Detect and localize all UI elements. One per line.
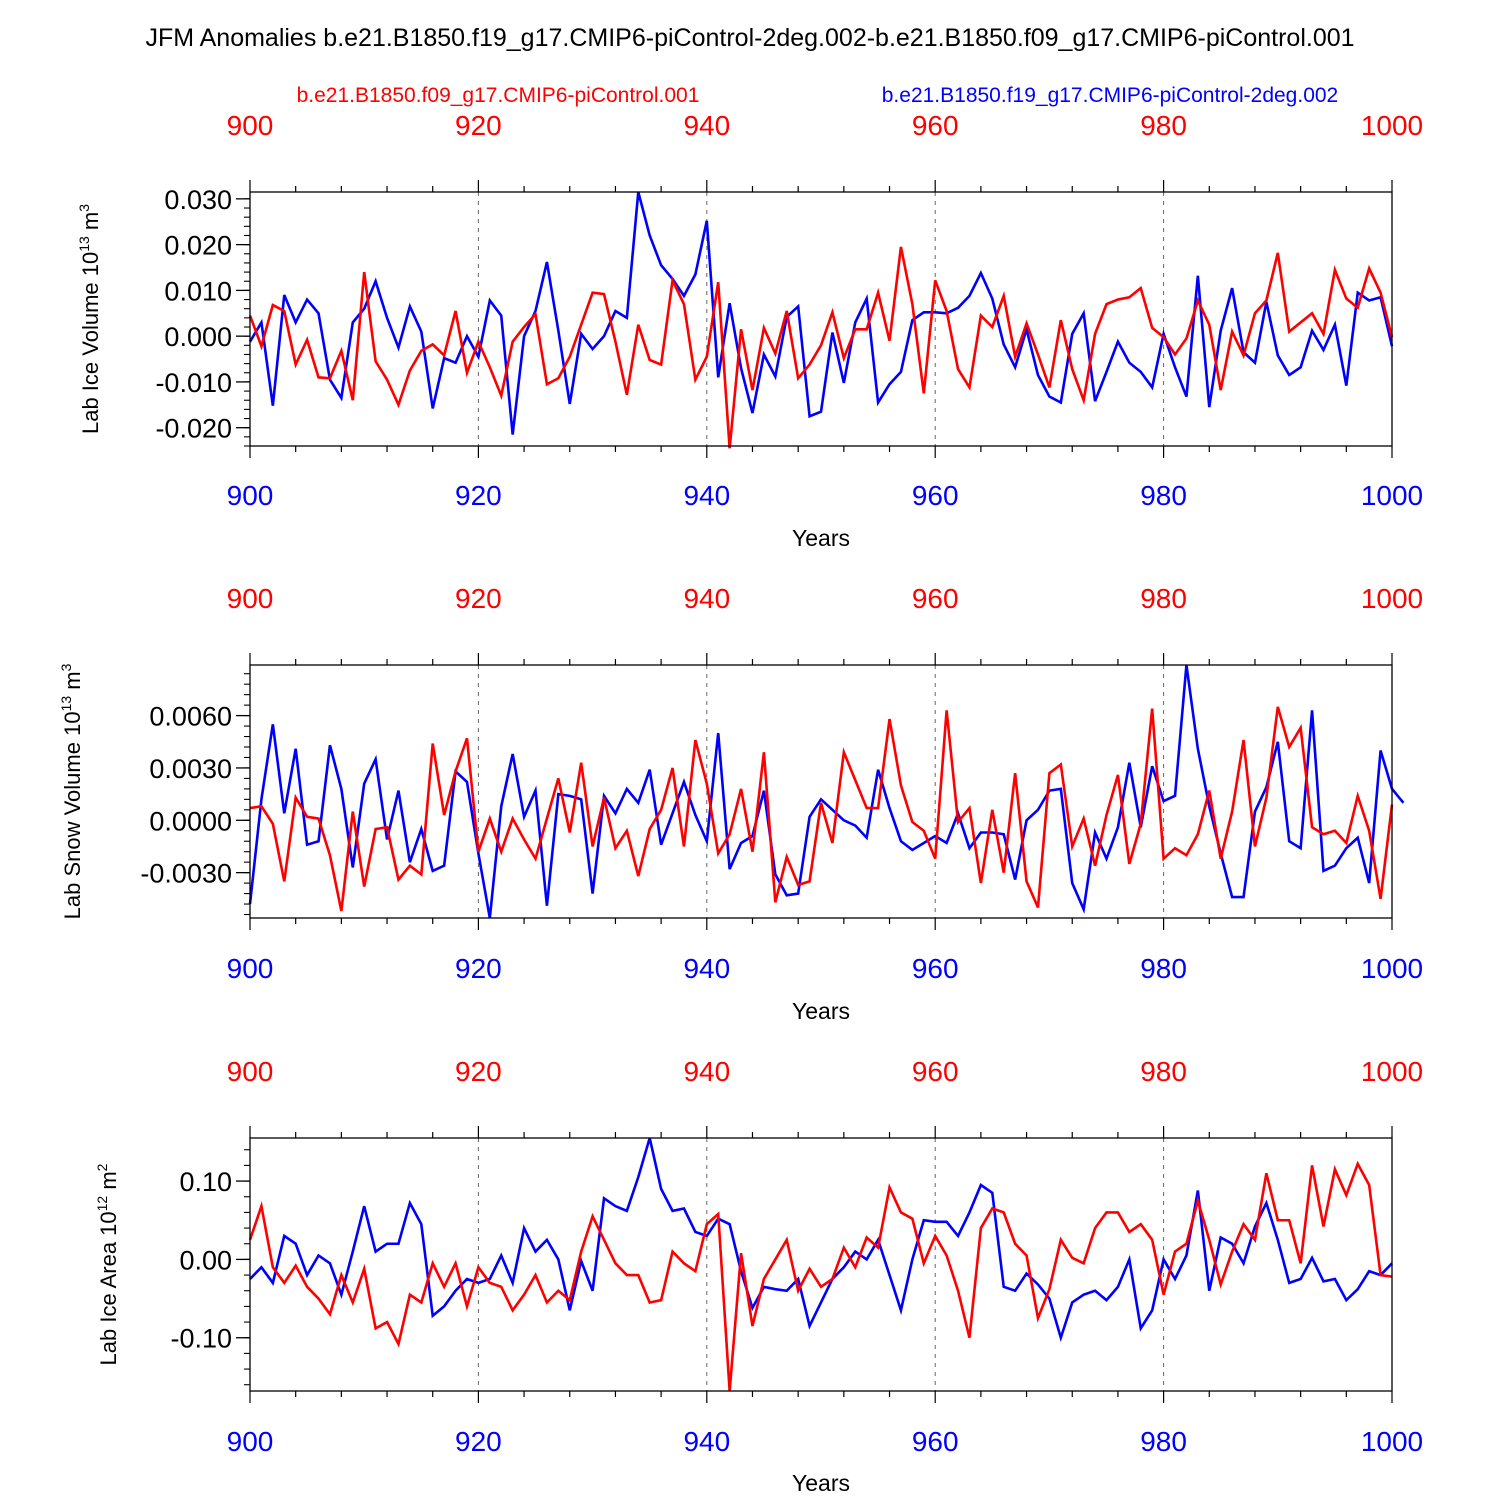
x-tick-label-top: 940 xyxy=(683,583,730,614)
y-axis-label-unit-exponent: 3 xyxy=(76,204,92,212)
plot-frame xyxy=(249,664,1393,919)
series-line-blue xyxy=(248,664,1405,919)
x-tick-label-bottom: 920 xyxy=(455,953,502,984)
y-axis-label: Lab Ice Area 1012 m2 xyxy=(94,1163,121,1365)
x-tick-label-bottom: 900 xyxy=(227,1426,274,1457)
panel-lab-ice-volume: 900 900 920 920 940 940 960 960 980 980 1000 1000 Ye… xyxy=(76,110,1423,551)
y-tick-label: 0.000 xyxy=(164,322,232,352)
y-axis-label: Lab Ice Volume 1013 m3 xyxy=(76,204,103,434)
x-axis-label: Years xyxy=(792,998,850,1024)
y-axis-label-unit: m xyxy=(60,671,85,695)
y-axis-label-unit: m xyxy=(96,1171,121,1195)
y-axis-label-unit-exponent: 3 xyxy=(58,663,74,671)
x-tick-label-bottom: 980 xyxy=(1140,953,1187,984)
x-tick-label-bottom: 980 xyxy=(1140,480,1187,511)
x-tick-label-bottom: 980 xyxy=(1140,1426,1187,1457)
x-tick-label-top: 980 xyxy=(1140,110,1187,141)
y-tick-label: 0.0000 xyxy=(149,806,232,836)
y-axis-label-exponent: 12 xyxy=(94,1196,110,1212)
series-line-blue xyxy=(249,1137,1393,1343)
y-tick-label: 0.10 xyxy=(179,1167,232,1197)
y-tick-label: 0.0030 xyxy=(149,754,232,784)
x-tick-label-top: 920 xyxy=(455,1056,502,1087)
x-tick-label-bottom: 960 xyxy=(912,1426,959,1457)
x-tick-label-top: 900 xyxy=(227,110,274,141)
y-axis-label-unit-exponent: 2 xyxy=(94,1163,110,1171)
series-line-red xyxy=(248,1160,1393,1392)
y-tick-label: 0.020 xyxy=(164,231,232,261)
x-tick-label-bottom: 1000 xyxy=(1361,953,1423,984)
x-axis-label: Years xyxy=(792,525,850,551)
x-tick-label-bottom: 940 xyxy=(683,1426,730,1457)
x-tick-label-top: 960 xyxy=(912,110,959,141)
y-axis-label: Lab Snow Volume 1013 m3 xyxy=(58,663,85,919)
x-tick-label-top: 960 xyxy=(912,1056,959,1087)
x-tick-label-bottom: 960 xyxy=(912,953,959,984)
y-axis-label-unit: m xyxy=(78,212,103,236)
y-axis-label-main: Lab Ice Volume 10 xyxy=(78,252,103,434)
x-tick-label-top: 960 xyxy=(912,583,959,614)
x-tick-label-top: 920 xyxy=(455,583,502,614)
panel-lab-snow-volume: 900 900 920 920 940 940 960 960 980 980 1000 1000 Ye… xyxy=(58,583,1423,1024)
y-tick-label: -0.010 xyxy=(155,368,232,398)
y-axis-label-main: Lab Ice Area 10 xyxy=(96,1211,121,1365)
series-line-blue xyxy=(248,191,1394,435)
x-tick-label-bottom: 900 xyxy=(227,953,274,984)
y-axis-label-main: Lab Snow Volume 10 xyxy=(60,711,85,919)
legend-red-label: b.e21.B1850.f09_g17.CMIP6-piControl.001 xyxy=(297,84,700,107)
x-tick-label-bottom: 940 xyxy=(683,480,730,511)
plot-frame xyxy=(249,191,1393,447)
y-axis-label-exponent: 13 xyxy=(76,236,92,252)
y-tick-label: 0.030 xyxy=(164,185,232,215)
x-tick-label-bottom: 900 xyxy=(227,480,274,511)
x-tick-label-top: 900 xyxy=(227,583,274,614)
y-tick-label: -0.020 xyxy=(155,414,232,444)
x-tick-label-bottom: 1000 xyxy=(1361,480,1423,511)
x-tick-label-bottom: 960 xyxy=(912,480,959,511)
plot-frame xyxy=(249,1137,1393,1392)
y-tick-label: 0.0060 xyxy=(149,702,232,732)
x-tick-label-bottom: 920 xyxy=(455,480,502,511)
legend-blue-label: b.e21.B1850.f19_g17.CMIP6-piControl-2deg… xyxy=(882,84,1338,107)
x-tick-label-bottom: 920 xyxy=(455,1426,502,1457)
x-tick-label-bottom: 940 xyxy=(683,953,730,984)
x-tick-label-top: 940 xyxy=(683,110,730,141)
x-tick-label-bottom: 1000 xyxy=(1361,1426,1423,1457)
x-tick-label-top: 980 xyxy=(1140,583,1187,614)
x-tick-label-top: 940 xyxy=(683,1056,730,1087)
series-line-red xyxy=(248,246,1394,449)
y-tick-label: 0.00 xyxy=(179,1245,232,1275)
series-line-red xyxy=(249,706,1394,912)
x-tick-label-top: 920 xyxy=(455,110,502,141)
x-tick-label-top: 1000 xyxy=(1361,110,1423,141)
y-tick-label: -0.0030 xyxy=(140,859,232,889)
x-tick-label-top: 900 xyxy=(227,1056,274,1087)
x-tick-label-top: 980 xyxy=(1140,1056,1187,1087)
y-axis-label-exponent: 13 xyxy=(58,696,74,712)
x-axis-label: Years xyxy=(792,1470,850,1496)
y-tick-label: 0.010 xyxy=(164,276,232,306)
x-tick-label-top: 1000 xyxy=(1361,583,1423,614)
panel-lab-ice-area: 900 900 920 920 940 940 960 960 980 980 1000 1000 Ye… xyxy=(94,1056,1423,1496)
figure-title: JFM Anomalies b.e21.B1850.f19_g17.CMIP6-… xyxy=(145,24,1354,52)
x-tick-label-top: 1000 xyxy=(1361,1056,1423,1087)
y-tick-label: -0.10 xyxy=(170,1324,232,1354)
